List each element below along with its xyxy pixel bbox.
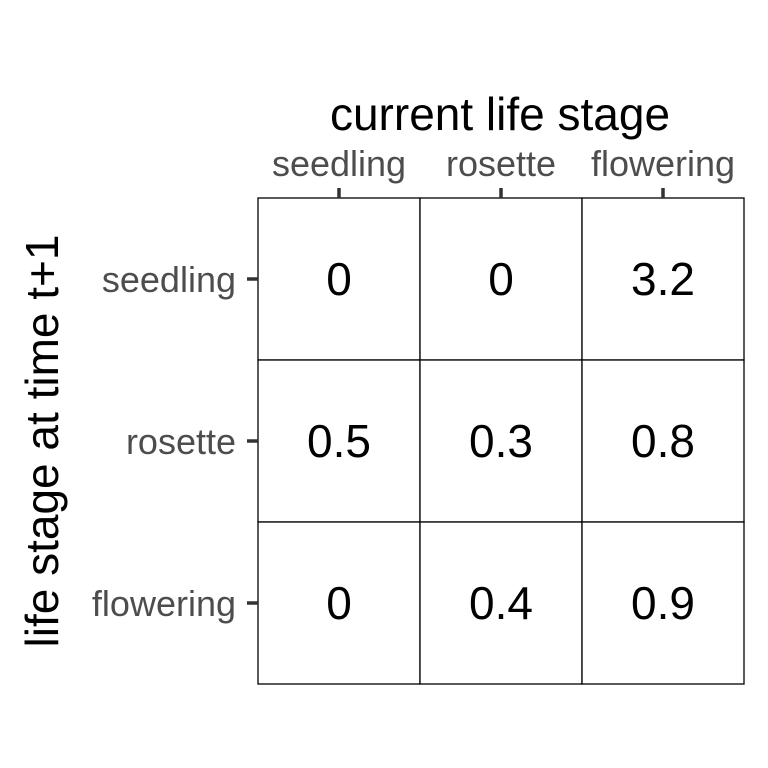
matrix-panel: 0 0 3.2 0.5 0.3 0.8 0 0.4 0.9 seedling rosette flow… — [92, 143, 745, 685]
cell-value-label: 0.3 — [469, 415, 533, 467]
matrix-cell — [581, 359, 745, 523]
matrix-cell — [419, 359, 583, 523]
x-tick-label: flowering — [591, 143, 735, 184]
x-tick-label: seedling — [272, 143, 406, 184]
y-axis-title: life stage at time t+1 — [16, 235, 68, 648]
cell-value-label: 0 — [488, 253, 514, 305]
cell-value-label: 0.8 — [631, 415, 695, 467]
cell-value-label: 0.4 — [469, 577, 533, 629]
cell-value-label: 0.9 — [631, 577, 695, 629]
matrix-cell — [419, 197, 583, 361]
cell-value-label: 3.2 — [631, 253, 695, 305]
matrix-cell — [419, 521, 583, 685]
y-tick-label: flowering — [92, 583, 236, 624]
matrix-cell — [257, 197, 421, 361]
x-tick-label: rosette — [446, 143, 556, 184]
matrix-cell — [257, 359, 421, 523]
matrix-cell — [581, 521, 745, 685]
cell-value-label: 0.5 — [307, 415, 371, 467]
y-tick-label: seedling — [102, 259, 236, 300]
cell-value-label: 0 — [326, 253, 352, 305]
y-tick-label: rosette — [126, 421, 236, 462]
cell-value-label: 0 — [326, 577, 352, 629]
x-axis-title: current life stage — [330, 88, 670, 140]
matrix-cell — [257, 521, 421, 685]
